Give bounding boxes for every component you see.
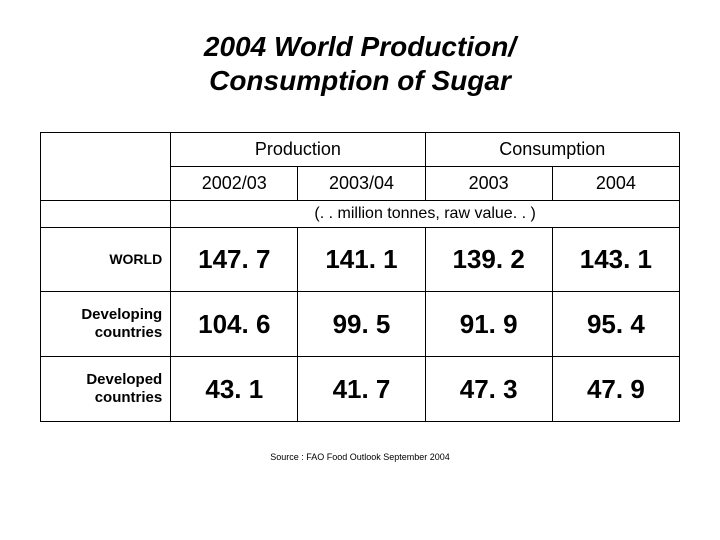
production-header: Production [171, 133, 425, 167]
data-cell: 43. 1 [171, 357, 298, 422]
row-label-developing: Developing countries [41, 292, 171, 357]
table-row: Developing countries 104. 6 99. 5 91. 9 … [41, 292, 680, 357]
year-2004: 2004 [552, 167, 679, 201]
data-cell: 139. 2 [425, 228, 552, 292]
unit-label: (. . million tonnes, raw value. . ) [171, 201, 680, 228]
unit-empty-cell [41, 201, 171, 228]
data-cell: 143. 1 [552, 228, 679, 292]
source-note: Source : FAO Food Outlook September 2004 [40, 452, 680, 462]
data-cell: 47. 3 [425, 357, 552, 422]
data-cell: 147. 7 [171, 228, 298, 292]
year-2002-03: 2002/03 [171, 167, 298, 201]
data-cell: 99. 5 [298, 292, 425, 357]
empty-corner-cell [41, 133, 171, 201]
table-row: WORLD 147. 7 141. 1 139. 2 143. 1 [41, 228, 680, 292]
year-2003: 2003 [425, 167, 552, 201]
data-cell: 104. 6 [171, 292, 298, 357]
data-cell: 95. 4 [552, 292, 679, 357]
title-line-2: Consumption of Sugar [209, 65, 511, 96]
table-row: Developed countries 43. 1 41. 7 47. 3 47… [41, 357, 680, 422]
title-line-1: 2004 World Production/ [204, 31, 516, 62]
data-cell: 141. 1 [298, 228, 425, 292]
sugar-table: Production Consumption 2002/03 2003/04 2… [40, 132, 680, 422]
page-title: 2004 World Production/ Consumption of Su… [40, 30, 680, 97]
row-label-developed: Developed countries [41, 357, 171, 422]
data-cell: 91. 9 [425, 292, 552, 357]
consumption-header: Consumption [425, 133, 679, 167]
group-header-row: Production Consumption [41, 133, 680, 167]
unit-row: (. . million tonnes, raw value. . ) [41, 201, 680, 228]
row-label-world: WORLD [41, 228, 171, 292]
year-2003-04: 2003/04 [298, 167, 425, 201]
data-cell: 41. 7 [298, 357, 425, 422]
data-cell: 47. 9 [552, 357, 679, 422]
